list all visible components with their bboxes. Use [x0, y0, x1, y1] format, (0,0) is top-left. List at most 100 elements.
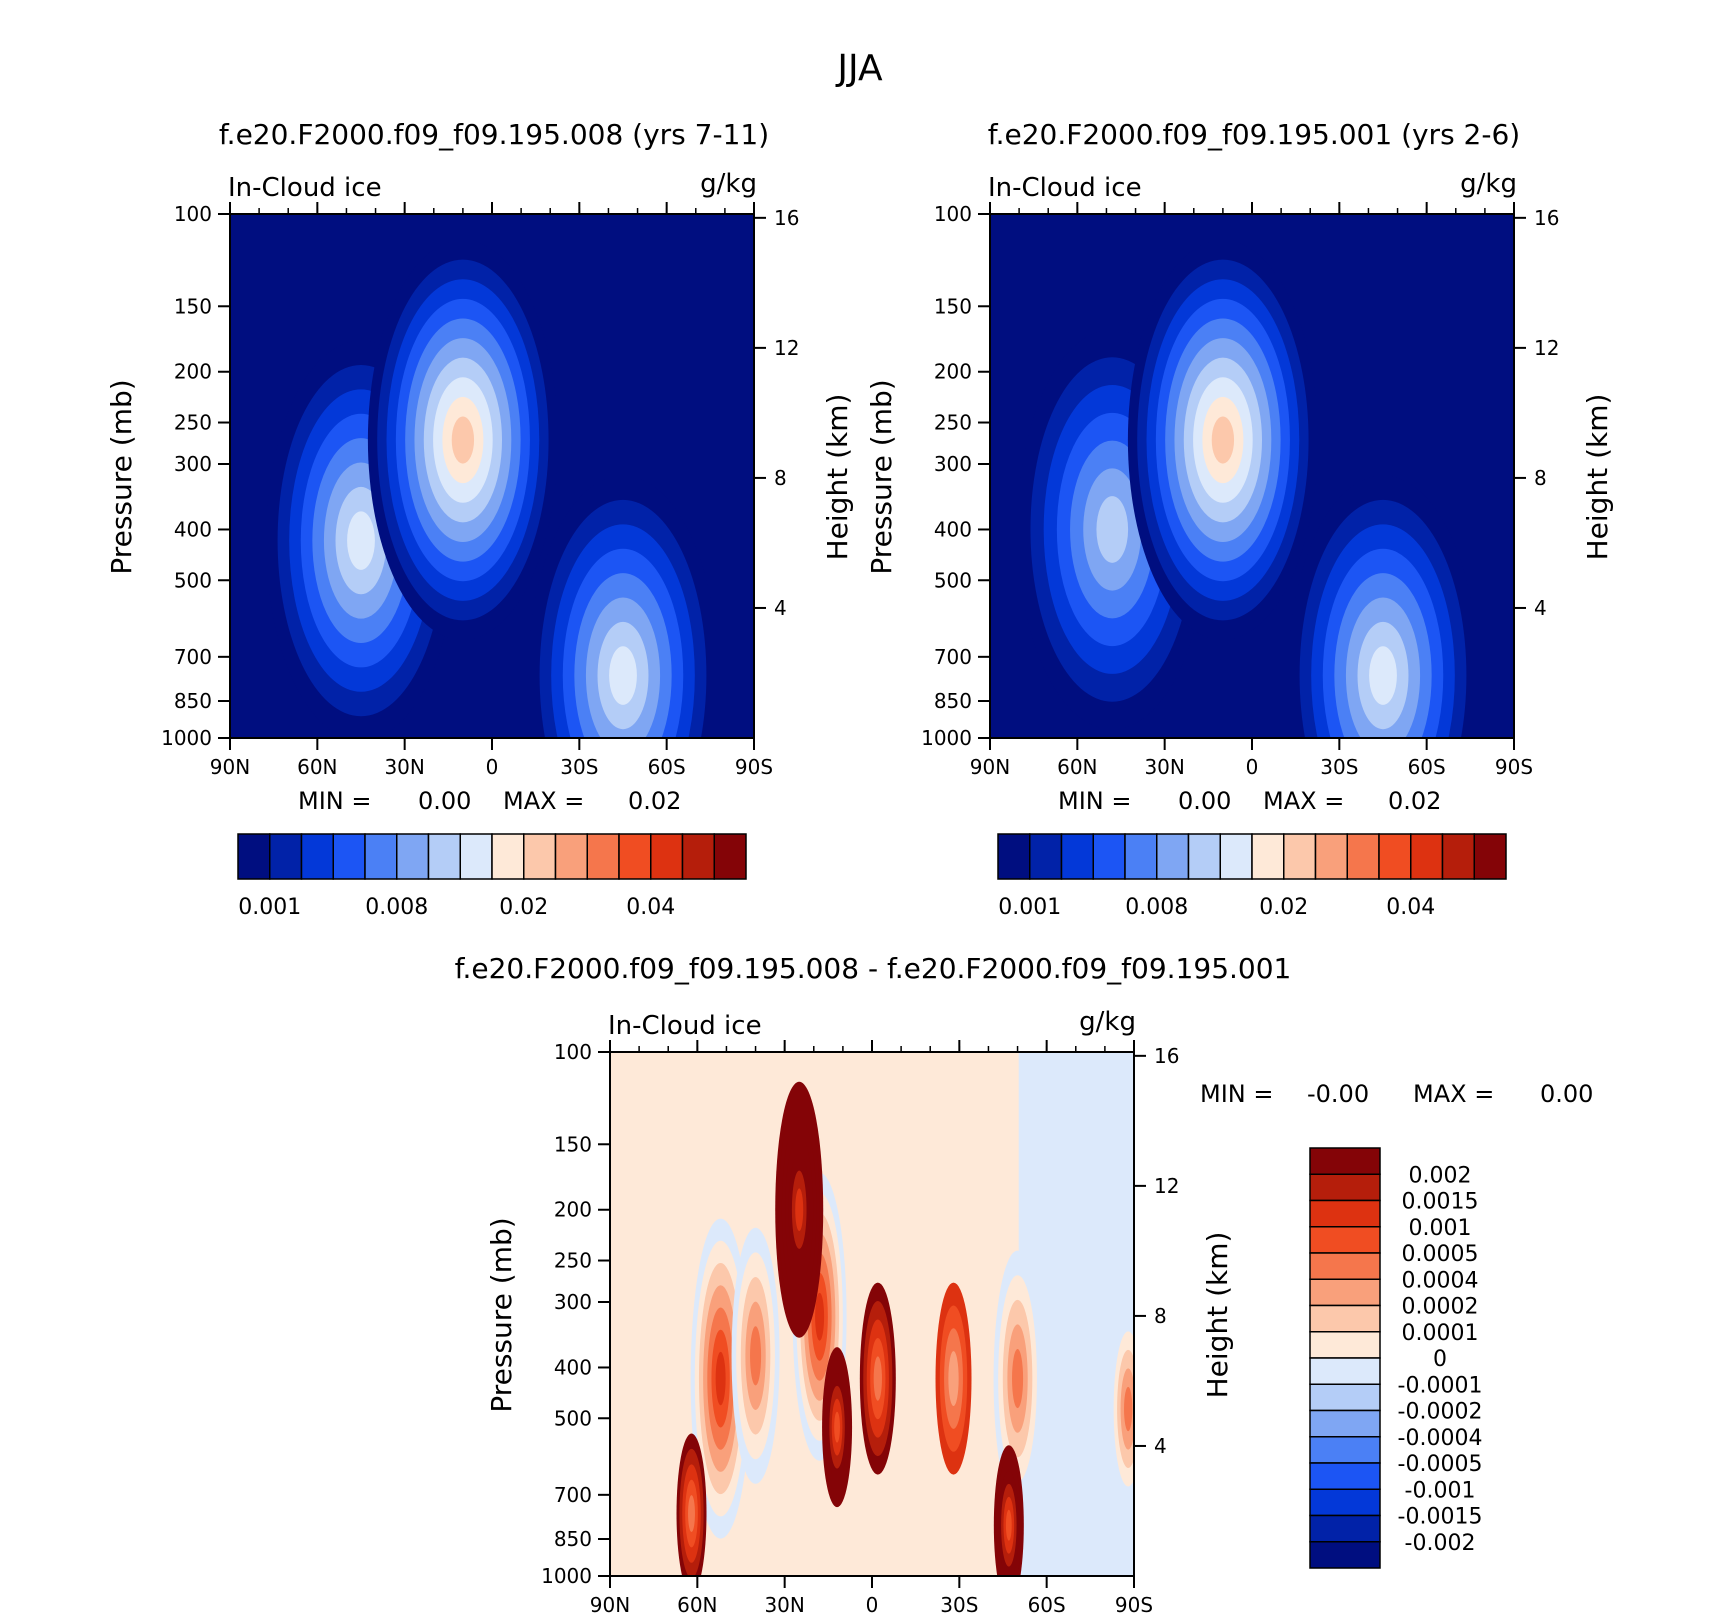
colorbar-swatch [1309, 1226, 1381, 1254]
contour-level [715, 1351, 726, 1406]
y-tick-label: 100 [934, 202, 972, 226]
colorbar-swatch [1309, 1304, 1381, 1333]
x-tick-label: 30S [1320, 755, 1358, 779]
y-right-tick-label: 12 [1154, 1174, 1179, 1198]
colorbar-swatch [1309, 1514, 1381, 1543]
colorbar-label: 0.002 [1409, 1163, 1472, 1188]
colorbar-label: -0.0001 [1398, 1373, 1483, 1398]
colorbar-swatch [1283, 833, 1317, 880]
x-tick-label: 60N [1057, 755, 1097, 779]
colorbar-swatch [997, 833, 1031, 880]
y-tick-label: 500 [174, 568, 212, 592]
colorbar-swatch [1309, 1147, 1381, 1175]
colorbar-swatch [364, 833, 398, 880]
colorbar-swatch [1309, 1173, 1381, 1202]
colorbar-swatch [1378, 833, 1412, 880]
y-tick-label: 300 [174, 452, 212, 476]
x-tick-label: 60N [677, 1593, 717, 1616]
variable-label: In-Cloud ice [988, 173, 1142, 203]
contour-plot: 90N 60N 30N 0 30S 60S 90S 100 150 200 250 300 400 500… [161, 202, 799, 779]
variable-label: In-Cloud ice [608, 1011, 762, 1041]
units-label: g/kg [700, 169, 757, 199]
contour-level [1369, 646, 1397, 705]
colorbar-swatch [1314, 833, 1348, 880]
y-tick-label: 150 [174, 294, 212, 318]
y-tick-label: 250 [174, 411, 212, 435]
y-right-tick-label: 8 [1154, 1304, 1167, 1328]
panel-case-001: f.e20.F2000.f09_f09.195.001 (yrs 2-6) In… [865, 118, 1614, 920]
colorbar-swatch [681, 833, 715, 880]
contour-level [815, 1292, 825, 1341]
colorbar-swatch [618, 833, 652, 880]
min-label: MIN = [1058, 787, 1131, 815]
panel-case-008: f.e20.F2000.f09_f09.195.008 (yrs 7-11) I… [105, 118, 854, 920]
x-tick-label: 30S [940, 1593, 978, 1616]
colorbar-swatch [269, 833, 303, 880]
x-tick-label: 0 [486, 755, 499, 779]
y-tick-label: 200 [934, 360, 972, 384]
contour-plot: 90N 60N 30N 0 30S 60S 90S 100 150 200 250 300 400 500… [541, 1040, 1179, 1616]
variable-label: In-Cloud ice [228, 173, 382, 203]
y-tick-label: 100 [174, 202, 212, 226]
contour-level [347, 511, 375, 570]
colorbar-label: -0.0005 [1398, 1452, 1483, 1477]
y-tick-label: 250 [554, 1249, 592, 1273]
y-tick-label: 400 [554, 1355, 592, 1379]
contour-level [1012, 1349, 1024, 1409]
colorbar-swatch [332, 833, 366, 880]
colorbar-swatch [1029, 833, 1063, 880]
colorbar-swatch [1251, 833, 1285, 880]
panel-title: f.e20.F2000.f09_f09.195.001 (yrs 2-6) [988, 118, 1520, 151]
y-tick-label: 100 [554, 1040, 592, 1064]
colorbar-label: 0.001 [238, 895, 301, 920]
min-value: 0.00 [1178, 787, 1231, 815]
colorbar-label: 0.0015 [1402, 1190, 1479, 1215]
contour-level [750, 1326, 762, 1386]
x-tick-label: 90S [1115, 1593, 1153, 1616]
colorbar-swatch [1309, 1541, 1381, 1569]
colorbar-swatch [1346, 833, 1380, 880]
y-right-tick-label: 4 [774, 596, 787, 620]
x-tick-label: 60N [297, 755, 337, 779]
x-tick-label: 0 [1246, 755, 1259, 779]
max-label: MAX = [503, 787, 584, 815]
colorbar-label: 0.0001 [1402, 1321, 1479, 1346]
contour-level [948, 1351, 959, 1407]
y-tick-label: 400 [934, 517, 972, 541]
colorbar-swatch [1124, 833, 1158, 880]
y-tick-label: 850 [174, 689, 212, 713]
colorbar-label: -0.0015 [1398, 1505, 1483, 1530]
colorbar-label: 0.0004 [1402, 1268, 1479, 1293]
colorbar-swatch [396, 833, 430, 880]
contour-level [451, 416, 475, 464]
contour-level [1005, 1509, 1012, 1541]
y-right-axis-label: Height (km) [821, 394, 854, 561]
colorbar-swatch [523, 833, 557, 880]
colorbar-swatch [1410, 833, 1444, 880]
y-tick-label: 300 [934, 452, 972, 476]
colorbar-swatch [1309, 1383, 1381, 1412]
y-tick-label: 1000 [161, 726, 212, 750]
y-tick-label: 150 [554, 1132, 592, 1156]
colorbar-swatch [1309, 1278, 1381, 1307]
contour-level [873, 1356, 882, 1401]
colorbar-label: 0 [1433, 1347, 1447, 1372]
y-right-tick-label: 8 [774, 466, 787, 490]
y-tick-label: 700 [934, 645, 972, 669]
x-tick-label: 60S [1028, 1593, 1066, 1616]
colorbar-label: 0.008 [1125, 895, 1188, 920]
contour-level [795, 1188, 804, 1232]
colorbar-label: -0.002 [1405, 1531, 1476, 1556]
colorbar-swatch [1092, 833, 1126, 880]
colorbar-swatch [237, 833, 271, 880]
y-tick-label: 150 [934, 294, 972, 318]
colorbar-swatch [1309, 1252, 1381, 1280]
x-tick-label: 30N [764, 1593, 804, 1616]
colorbar-swatch [491, 833, 525, 880]
min-value: 0.00 [418, 787, 471, 815]
max-value: 0.00 [1540, 1080, 1593, 1108]
x-tick-label: 90S [735, 755, 773, 779]
colorbar-swatch [1187, 833, 1221, 880]
y-tick-label: 250 [934, 411, 972, 435]
